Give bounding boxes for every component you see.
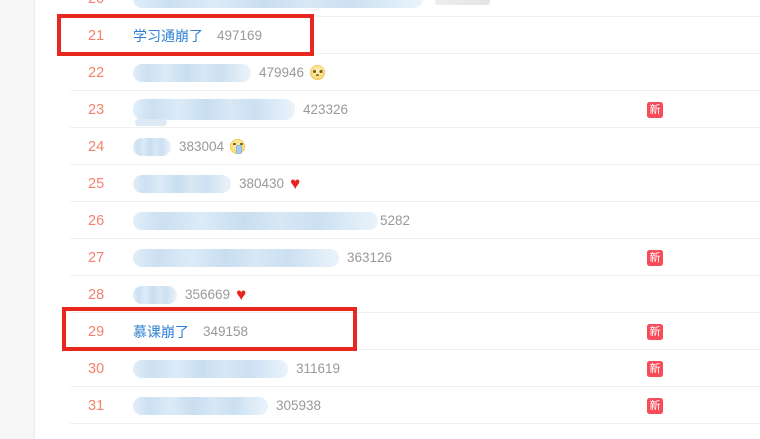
list-item[interactable]: 25 380430 ♥ — [36, 165, 760, 202]
topic-area — [133, 0, 760, 8]
heart-icon: ♥ — [290, 174, 301, 193]
rank-number: 21 — [88, 27, 105, 44]
sob-emoji-icon — [230, 139, 246, 154]
rank-number: 31 — [88, 397, 105, 414]
doge-emoji-icon — [310, 65, 326, 80]
list-item[interactable]: 27 363126 新 — [36, 239, 760, 276]
heat-count: 363126 — [347, 250, 393, 265]
hot-search-list: 20 21 学习通崩了 497169 22 479946 23 — [36, 0, 760, 424]
heat-count: 356669 — [185, 287, 231, 302]
new-badge: 新 — [647, 323, 663, 340]
topic-area: 479946 — [133, 63, 760, 82]
topic-area: 305938 — [133, 396, 760, 415]
new-badge: 新 — [647, 249, 663, 266]
list-item[interactable]: 21 学习通崩了 497169 — [36, 17, 760, 54]
censored-topic — [133, 248, 339, 267]
censored-topic — [133, 0, 423, 8]
topic-area: 423326 — [133, 99, 760, 126]
topic-area: 363126 — [133, 248, 760, 267]
new-badge: 新 — [647, 397, 663, 414]
topic-area: 5282 — [133, 211, 760, 230]
censored-topic — [133, 63, 251, 82]
list-item[interactable]: 20 — [36, 0, 760, 17]
heat-count: 479946 — [259, 65, 305, 80]
rank-number: 23 — [88, 101, 105, 118]
rank-number: 27 — [88, 249, 105, 266]
heat-count: 311619 — [296, 361, 341, 376]
topic-area: 311619 — [133, 359, 760, 378]
rank-number: 29 — [88, 323, 105, 340]
heat-count: 305938 — [276, 398, 322, 413]
list-item[interactable]: 24 383004 — [36, 128, 760, 165]
rank-number: 26 — [88, 212, 105, 229]
heat-count: 383004 — [179, 139, 225, 154]
topic-area: 学习通崩了 497169 — [133, 26, 760, 46]
list-item[interactable]: 26 5282 — [36, 202, 760, 239]
rank-number: 20 — [88, 0, 116, 7]
topic-area: 356669 ♥ — [133, 285, 760, 304]
censored-topic-fragment — [135, 119, 167, 126]
topic-area: 380430 ♥ — [133, 174, 760, 193]
list-item[interactable]: 31 305938 新 — [36, 387, 760, 424]
rank-number: 25 — [88, 175, 105, 192]
list-item[interactable]: 23 423326 新 — [36, 91, 760, 128]
new-badge: 新 — [647, 360, 663, 377]
rank-number: 28 — [88, 286, 105, 303]
list-item[interactable]: 28 356669 ♥ — [36, 276, 760, 313]
topic-area: 383004 — [133, 137, 760, 156]
topic-link[interactable]: 慕课崩了 — [133, 323, 189, 340]
censored-topic — [133, 285, 177, 304]
censored-topic — [133, 396, 268, 415]
heat-count: 5282 — [380, 213, 411, 228]
heart-icon: ♥ — [236, 285, 247, 304]
rank-number: 24 — [88, 138, 105, 155]
censored-topic — [133, 359, 288, 378]
topic-link[interactable]: 学习通崩了 — [133, 27, 203, 44]
censored-topic — [133, 174, 231, 193]
censored-topic — [133, 99, 295, 120]
list-item[interactable]: 29 慕课崩了 349158 新 — [36, 313, 760, 350]
list-item[interactable]: 22 479946 — [36, 54, 760, 91]
heat-count: 423326 — [303, 102, 349, 117]
heat-count: 497169 — [217, 28, 263, 43]
censored-count — [435, 0, 490, 5]
new-badge: 新 — [647, 101, 663, 118]
list-item[interactable]: 30 311619 新 — [36, 350, 760, 387]
rank-number: 30 — [88, 360, 105, 377]
heat-count: 380430 — [239, 176, 285, 191]
rank-number: 22 — [88, 64, 105, 81]
topic-area: 慕课崩了 349158 — [133, 322, 760, 342]
censored-topic — [133, 137, 171, 156]
heat-count: 349158 — [203, 324, 249, 339]
censored-topic — [133, 211, 378, 230]
left-sidebar-strip — [0, 0, 35, 439]
